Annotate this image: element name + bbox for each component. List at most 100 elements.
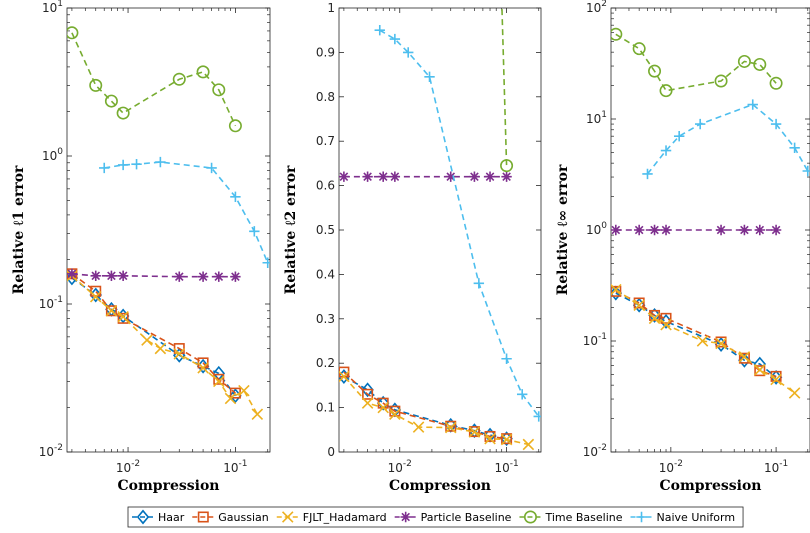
legend: Haar Gaussian FJLT_Hadamard Particle Baseli… [127, 506, 744, 528]
y-tick-label: 10-2 [583, 443, 607, 459]
data-point-fjlt-hadamard [696, 335, 709, 347]
series-line-haar [343, 375, 507, 440]
y-tick-label: 101 [42, 0, 63, 15]
legend-box [127, 506, 744, 528]
series-line-naive-uniform [379, 29, 540, 417]
x-tick-label: 10-2 [388, 459, 412, 475]
data-point-naive-uniform [99, 162, 110, 174]
series-particle-baseline [67, 268, 241, 282]
data-point-gaussian [649, 309, 661, 321]
data-point-fjlt-hadamard [224, 392, 237, 405]
series-line-time-baseline [501, 8, 508, 166]
data-point-fjlt-hadamard [197, 362, 209, 374]
data-point-naive-uniform [473, 278, 485, 289]
data-point-particle-baseline [339, 171, 350, 182]
data-point-fjlt-hadamard [715, 337, 727, 350]
data-point-time-baseline [632, 42, 646, 56]
x-tick-label: 10-1 [494, 459, 518, 475]
data-point-naive-uniform [660, 145, 672, 156]
data-point-time-baseline [104, 94, 118, 108]
data-point-fjlt-hadamard [339, 370, 350, 383]
data-point-gaussian [660, 312, 672, 324]
legend-marker-haar [136, 509, 150, 525]
x-axis-title: Compression [660, 478, 762, 494]
y-tick-label: 101 [586, 110, 607, 126]
x-tick-label: 10-1 [223, 459, 247, 475]
data-point-time-baseline [496, 0, 507, 5]
data-point-time-baseline [753, 57, 767, 71]
data-point-fjlt-hadamard [412, 421, 425, 433]
data-point-gaussian [389, 405, 401, 417]
data-point-gaussian [738, 352, 750, 364]
data-point-gaussian [715, 336, 727, 348]
data-point-gaussian [611, 285, 622, 297]
data-point-fjlt-hadamard [611, 283, 622, 296]
legend-label: Haar [158, 511, 185, 524]
y-tick-label: 102 [586, 0, 607, 15]
data-point-time-baseline [228, 119, 242, 133]
y-tick-label: 100 [42, 147, 63, 163]
data-point-particle-baseline [484, 171, 496, 182]
x-axis-title: Compression [118, 478, 220, 494]
data-point-particle-baseline [377, 171, 389, 182]
data-point-naive-uniform [206, 162, 217, 174]
data-point-time-baseline [648, 64, 662, 78]
y-tick-label: 0.9 [316, 45, 335, 59]
plot-area [339, 0, 541, 451]
data-point-naive-uniform [262, 257, 270, 268]
data-point-naive-uniform [389, 33, 401, 45]
legend-label: Time Baseline [544, 511, 622, 524]
data-point-fjlt-hadamard [377, 401, 389, 414]
data-point-naive-uniform [533, 411, 541, 422]
data-point-particle-baseline [106, 270, 117, 282]
data-point-naive-uniform [747, 99, 758, 110]
series-fjlt-hadamard [67, 270, 264, 420]
data-point-fjlt-hadamard [89, 290, 102, 303]
y-tick-label: 0.3 [316, 312, 335, 326]
data-point-particle-baseline [389, 171, 401, 182]
y-axis-title: Relative ℓ2 error [283, 165, 299, 294]
data-point-time-baseline [196, 65, 210, 79]
series-particle-baseline [611, 224, 782, 236]
data-point-gaussian [501, 433, 513, 445]
data-point-naive-uniform [789, 142, 800, 154]
y-tick-label: 0.6 [316, 179, 335, 193]
series-line-fjlt-hadamard [343, 375, 529, 446]
data-point-fjlt-hadamard [770, 373, 782, 386]
data-point-fjlt-hadamard [648, 312, 661, 325]
data-point-particle-baseline [174, 271, 185, 282]
data-point-time-baseline [659, 84, 673, 98]
data-point-haar [361, 382, 374, 398]
data-point-naive-uniform [131, 159, 142, 170]
data-point-particle-baseline [715, 224, 727, 236]
y-tick-label: 0.2 [316, 356, 335, 370]
data-point-time-baseline [714, 74, 728, 88]
data-point-particle-baseline [739, 224, 750, 236]
series-naive-uniform [374, 25, 541, 422]
series-line-naive-uniform [646, 103, 809, 175]
data-point-time-baseline [737, 54, 751, 68]
data-point-particle-baseline [501, 171, 512, 182]
y-tick-label: 100 [586, 221, 607, 237]
data-point-gaussian [362, 388, 374, 400]
data-point-time-baseline [500, 159, 514, 173]
y-tick-label: 0.4 [316, 267, 335, 281]
data-point-naive-uniform [694, 118, 706, 130]
series-line-gaussian [343, 371, 507, 440]
data-point-haar [714, 337, 728, 352]
y-tick-label: 10-1 [583, 332, 607, 348]
data-point-fjlt-hadamard [213, 375, 225, 388]
series-fjlt-hadamard [611, 283, 801, 399]
data-point-naive-uniform [501, 353, 512, 364]
plot-area [67, 26, 270, 420]
legend-marker-naive-uniform [636, 511, 647, 523]
data-point-particle-baseline [770, 224, 782, 236]
data-point-naive-uniform [424, 71, 435, 83]
data-point-naive-uniform [403, 47, 414, 58]
data-point-particle-baseline [213, 271, 224, 282]
data-point-fjlt-hadamard [389, 408, 401, 421]
plot-area [611, 27, 810, 399]
data-point-naive-uniform [374, 25, 385, 36]
data-point-particle-baseline [611, 224, 622, 236]
